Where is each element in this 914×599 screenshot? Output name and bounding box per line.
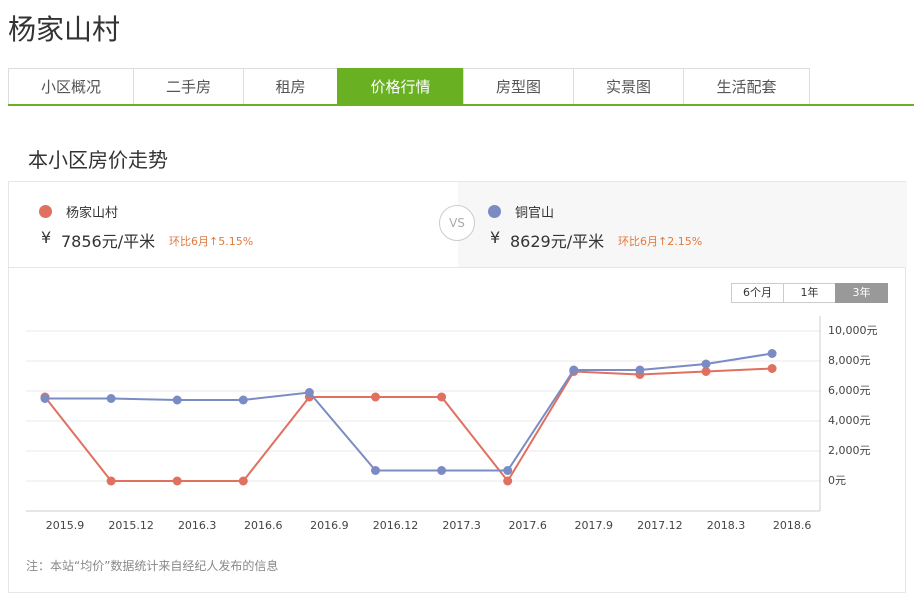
tab[interactable]: 二手房: [133, 68, 244, 106]
point: [304, 388, 314, 397]
y-tick-label: 8,000元: [828, 354, 871, 367]
tab[interactable]: 价格行情: [337, 68, 464, 106]
tab-underline: [8, 104, 914, 106]
legend-dot: [39, 205, 52, 218]
point: [701, 359, 711, 369]
x-tick-label: 2017.6: [508, 519, 547, 532]
y-tick-label: 2,000元: [828, 444, 871, 457]
x-tick-label: 2017.3: [442, 519, 481, 532]
x-tick-label: 2018.3: [707, 519, 746, 532]
period-button[interactable]: 3年: [835, 283, 888, 303]
tab-bar: 小区概况 二手房 租房 价格行情 房型图 实景图 生活配套: [8, 68, 810, 106]
point: [238, 476, 248, 486]
price: 7856元/平米: [61, 232, 156, 251]
line: [44, 367, 773, 483]
point: [172, 476, 182, 486]
legend-name: 杨家山村: [66, 206, 119, 221]
y-tick-label: 10,000元: [828, 324, 878, 337]
currency: ¥: [41, 228, 52, 247]
note: 注：本站“均价”数据统计来自经纪人发布的信息: [26, 559, 279, 573]
point: [371, 392, 380, 402]
point: [172, 395, 182, 405]
price-change: 环比6月↑5.15%: [169, 235, 254, 248]
section-title: 本小区房价走势: [28, 148, 168, 172]
chart: 0元 2,000元 4,000元 6,000元 8,000元 10,000元 2015.9 2…: [26, 316, 878, 532]
x-tick-label: 2017.12: [637, 519, 683, 532]
y-tick-label: 0元: [828, 474, 846, 487]
point: [437, 466, 447, 475]
tab[interactable]: 小区概况: [8, 68, 134, 106]
x-tick-label: 2015.9: [46, 519, 85, 532]
page-title: 杨家山村: [8, 13, 121, 46]
price-change: 环比6月↑2.15%: [618, 235, 703, 248]
point: [40, 394, 50, 403]
tab[interactable]: 租房: [243, 68, 338, 106]
y-tick-label: 6,000元: [828, 384, 871, 397]
point: [569, 365, 579, 375]
chart-box: [8, 268, 906, 593]
compare-card: 铜官山 ¥8629元/平米 环比6月↑2.15%: [458, 182, 907, 267]
point: [437, 392, 447, 402]
x-tick-label: 2017.9: [575, 519, 614, 532]
point: [767, 349, 777, 358]
tab[interactable]: 实景图: [573, 68, 684, 106]
period-switch: 6个月 1年 3年: [731, 283, 888, 303]
x-tick-label: 2018.6: [773, 519, 812, 532]
point: [106, 476, 116, 486]
point: [106, 394, 116, 403]
point: [701, 367, 711, 376]
point: [635, 365, 645, 375]
tab[interactable]: 房型图: [463, 68, 574, 106]
line: [45, 352, 773, 472]
legend-dot: [488, 205, 501, 218]
point: [767, 364, 777, 373]
x-tick-label: 2016.6: [244, 519, 283, 532]
price: 8629元/平米: [510, 232, 605, 251]
vs-badge: VS: [439, 205, 475, 241]
legend-name: 铜官山: [515, 206, 555, 221]
point: [238, 395, 248, 405]
point: [371, 466, 380, 475]
x-tick-label: 2016.3: [178, 519, 217, 532]
compare-card: 杨家山村 ¥7856元/平米 环比6月↑5.15%: [9, 182, 458, 267]
compare-cards: 杨家山村 ¥7856元/平米 环比6月↑5.15% 铜官山 ¥8629元/平米 环比6月↑…: [8, 181, 907, 268]
x-tick-label: 2015.12: [108, 519, 154, 532]
x-tick-label: 2016.9: [310, 519, 349, 532]
tab[interactable]: 生活配套: [683, 68, 810, 106]
point: [503, 466, 513, 475]
x-tick-label: 2016.12: [373, 519, 419, 532]
point: [503, 476, 513, 486]
currency: ¥: [490, 228, 501, 247]
y-tick-label: 4,000元: [828, 414, 871, 427]
